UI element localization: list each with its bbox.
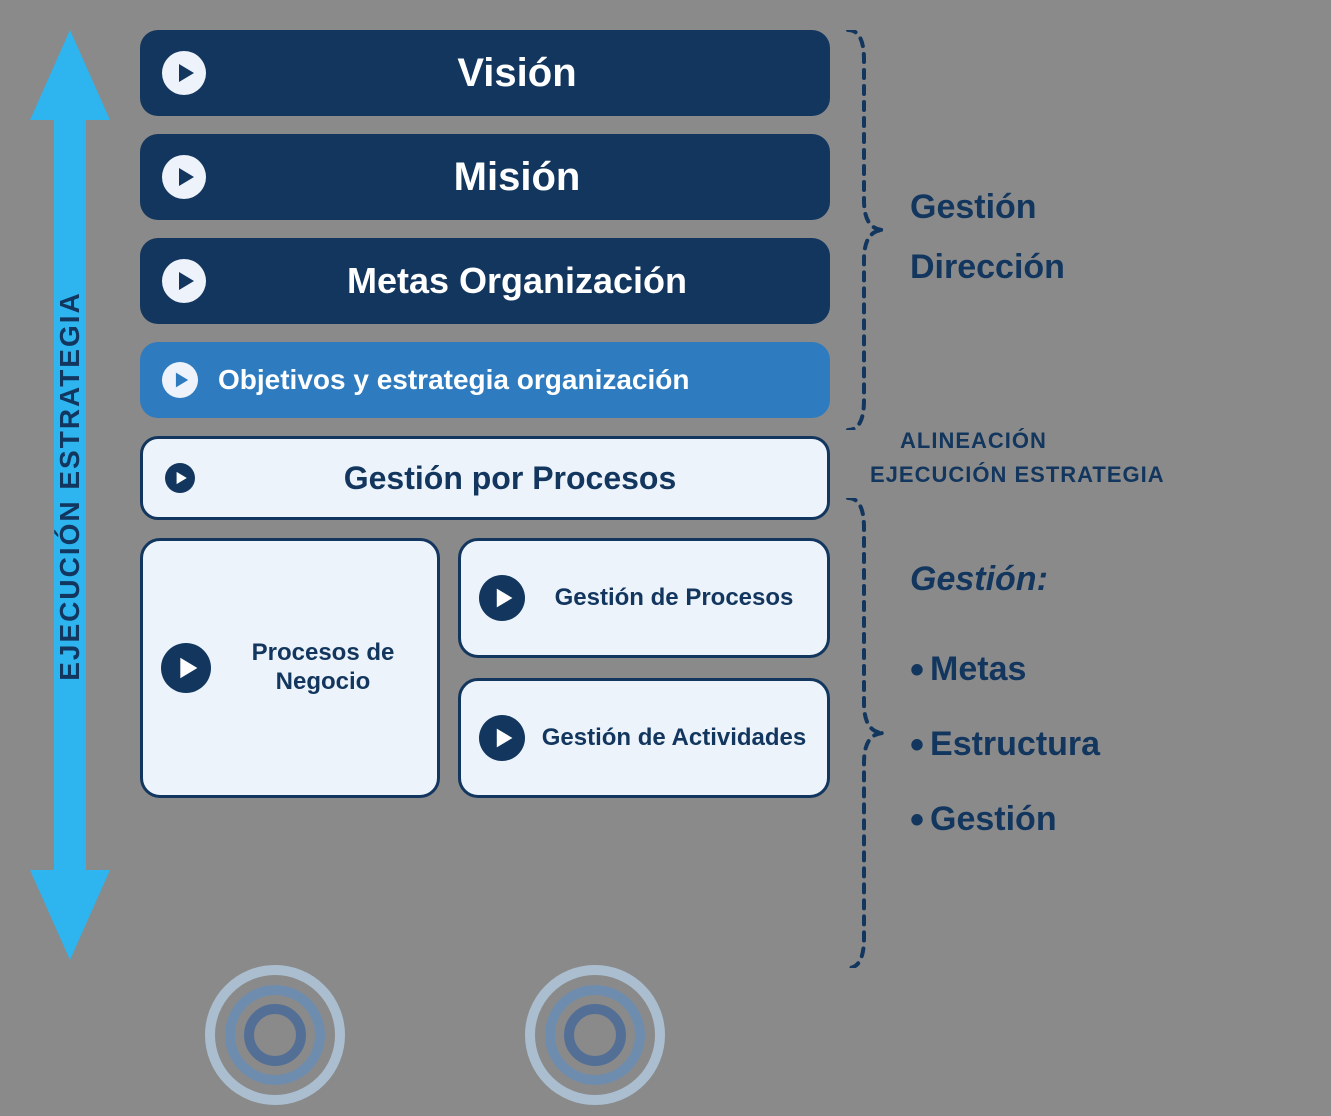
- box-gestion-procesos-label: Gestión de Procesos: [539, 584, 809, 613]
- bullet-dot-icon: •: [910, 735, 924, 755]
- label-direccion: Dirección: [910, 240, 1065, 294]
- bullet-gestion-label: Gestión: [930, 800, 1057, 839]
- decorative-rings-icon: [520, 960, 670, 1110]
- bullet-metas-label: Metas: [930, 650, 1026, 689]
- bottom-row: Procesos de Negocio Gestión de Procesos …: [140, 538, 830, 798]
- bullet-metas: • Metas: [910, 650, 1100, 689]
- box-gestion-actividades-label: Gestión de Actividades: [539, 724, 809, 753]
- bullet-estructura-label: Estructura: [930, 725, 1100, 764]
- brace-icon: [840, 30, 884, 430]
- bar-objetivos-label: Objetivos y estrategia organización: [218, 364, 808, 396]
- bullet-estructura: • Estructura: [910, 725, 1100, 764]
- brace-icon: [840, 498, 884, 968]
- bar-objetivos: Objetivos y estrategia organización: [140, 342, 830, 418]
- box-procesos-negocio: Procesos de Negocio: [140, 538, 440, 798]
- play-icon: [479, 575, 525, 621]
- box-right-col: Gestión de Procesos Gestión de Actividad…: [458, 538, 830, 798]
- bar-metas: Metas Organización: [140, 238, 830, 324]
- label-gestion-header: Gestión:: [910, 560, 1048, 599]
- bullet-dot-icon: •: [910, 660, 924, 680]
- label-gestion: Gestión: [910, 180, 1037, 234]
- right-annotations: Gestión Dirección ALINEACIÓN EJECUCIÓN E…: [840, 20, 1320, 970]
- bullet-dot-icon: •: [910, 810, 924, 830]
- box-procesos-negocio-label: Procesos de Negocio: [227, 639, 419, 697]
- bar-metas-label: Metas Organización: [226, 260, 808, 302]
- play-icon: [162, 259, 206, 303]
- play-icon: [165, 463, 195, 493]
- left-arrow-group: EJECUCIÓN ESTRATEGIA: [20, 30, 120, 960]
- left-arrow-label: EJECUCIÓN ESTRATEGIA: [54, 86, 86, 886]
- bar-gestion-procesos: Gestión por Procesos: [140, 436, 830, 520]
- label-ejecucion-estrategia: EJECUCIÓN ESTRATEGIA: [870, 462, 1165, 488]
- bullet-gestion: • Gestión: [910, 800, 1100, 839]
- play-icon: [162, 51, 206, 95]
- diagram-canvas: EJECUCIÓN ESTRATEGIA Visión Misión Metas…: [0, 0, 1331, 1116]
- bar-vision-label: Visión: [226, 51, 808, 96]
- bar-vision: Visión: [140, 30, 830, 116]
- label-alineacion: ALINEACIÓN: [900, 428, 1047, 454]
- bar-gestion-procesos-label: Gestión por Procesos: [215, 460, 805, 497]
- play-icon: [161, 643, 211, 693]
- play-icon: [162, 155, 206, 199]
- bullet-list: • Metas • Estructura • Gestión: [910, 650, 1100, 875]
- box-gestion-procesos: Gestión de Procesos: [458, 538, 830, 658]
- play-icon: [162, 362, 198, 398]
- play-icon: [479, 715, 525, 761]
- bar-mision-label: Misión: [226, 155, 808, 200]
- decorative-rings-icon: [200, 960, 350, 1110]
- center-column: Visión Misión Metas Organización Objetiv…: [140, 30, 830, 798]
- box-gestion-actividades: Gestión de Actividades: [458, 678, 830, 798]
- bar-mision: Misión: [140, 134, 830, 220]
